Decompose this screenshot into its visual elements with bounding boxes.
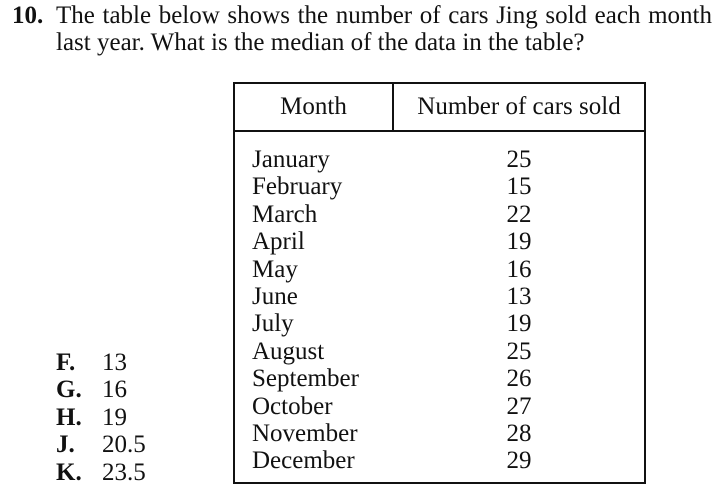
choice-value: 23.5 xyxy=(102,458,146,486)
answer-choice-k[interactable]: K. 23.5 xyxy=(56,459,146,486)
cars-sold-column: 25 15 22 19 16 13 19 25 26 27 28 29 xyxy=(394,146,644,475)
month-cell: February xyxy=(252,173,343,201)
cars-cell: 28 xyxy=(506,420,532,448)
question-text: The table below shows the number of cars… xyxy=(56,2,712,56)
answer-choice-h[interactable]: H. 19 xyxy=(56,404,146,431)
month-cell: March xyxy=(252,200,318,228)
cars-cell: 27 xyxy=(506,392,532,420)
column-divider xyxy=(392,84,394,132)
month-cell: September xyxy=(252,365,359,393)
choice-letter: J. xyxy=(56,431,75,459)
choice-value: 20.5 xyxy=(102,431,146,459)
month-cell: November xyxy=(252,420,358,448)
answer-choices: F. 13 G. 16 H. 19 J. 20.5 K. 23.5 xyxy=(56,349,146,486)
month-cell: December xyxy=(252,447,355,475)
month-cell: January xyxy=(252,146,330,173)
choice-letter: K. xyxy=(56,458,82,486)
table-header-row: Month Number of cars sold xyxy=(235,84,644,132)
cars-cell: 26 xyxy=(506,365,532,393)
month-cell: October xyxy=(252,392,333,420)
cars-cell: 13 xyxy=(506,283,532,311)
header-month: Month xyxy=(280,93,347,120)
month-cell: April xyxy=(252,228,305,256)
choice-value: 16 xyxy=(102,376,127,404)
answer-choice-g[interactable]: G. 16 xyxy=(56,376,146,403)
cars-cell: 25 xyxy=(506,146,532,173)
answer-choice-j[interactable]: J. 20.5 xyxy=(56,431,146,458)
cars-cell: 19 xyxy=(506,310,532,338)
choice-value: 13 xyxy=(102,349,127,376)
answer-choice-f[interactable]: F. 13 xyxy=(56,349,146,376)
choice-letter: F. xyxy=(56,349,76,376)
choice-value: 19 xyxy=(102,403,127,431)
month-cell: May xyxy=(252,255,298,283)
question-number: 10. xyxy=(12,2,44,29)
month-cell: August xyxy=(252,337,325,365)
month-column: January February March April May June Ju… xyxy=(252,146,359,475)
cars-cell: 22 xyxy=(506,200,532,228)
choice-letter: H. xyxy=(56,403,82,431)
month-cell: July xyxy=(252,310,294,338)
month-cell: June xyxy=(252,283,298,311)
cars-cell: 25 xyxy=(506,337,532,365)
cars-cell: 16 xyxy=(506,255,532,283)
cars-cell: 29 xyxy=(506,447,532,475)
cars-cell: 19 xyxy=(506,228,532,256)
cars-cell: 15 xyxy=(506,173,532,201)
choice-letter: G. xyxy=(56,376,82,404)
header-number-of-cars-sold: Number of cars sold xyxy=(417,93,621,120)
data-table: Month Number of cars sold January Februa… xyxy=(233,82,646,484)
